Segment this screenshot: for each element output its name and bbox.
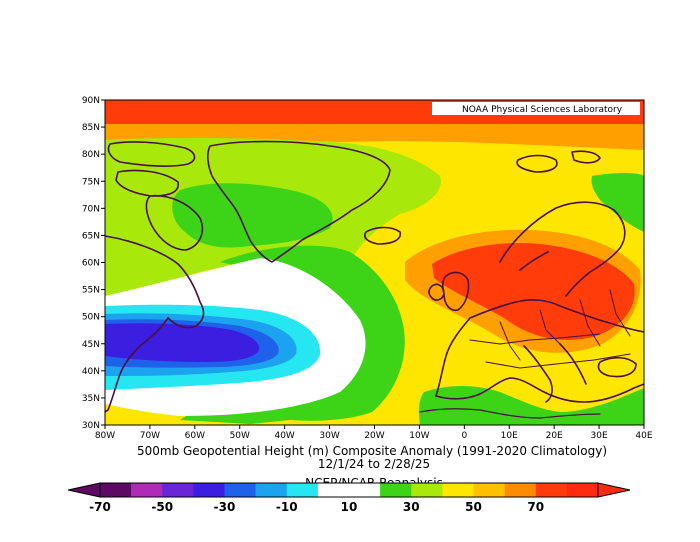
lon-label: 30W (319, 431, 339, 441)
map-panel (105, 100, 644, 425)
lat-label: 85N (82, 123, 100, 133)
colorbar-segment (100, 483, 132, 497)
colorbar-segment (473, 483, 505, 497)
colorbar-label: -70 (89, 500, 111, 514)
colorbar-label: 50 (465, 500, 482, 514)
lat-label: 45N (82, 340, 100, 350)
colorbar-label: -50 (151, 500, 173, 514)
colorbar-segment (566, 483, 599, 497)
lon-label: 20E (546, 431, 563, 441)
lat-label: 75N (82, 177, 100, 187)
anomaly-region-scandinavia-green (591, 173, 644, 232)
colorbar-segment (317, 483, 350, 497)
colorbar-segment (286, 483, 319, 497)
credit-text: NOAA Physical Sciences Laboratory (462, 105, 623, 115)
lon-label: 0 (461, 431, 467, 441)
colorbar-label: -30 (214, 500, 236, 514)
lat-label: 30N (82, 421, 100, 431)
lat-label: 35N (82, 394, 100, 404)
lon-label: 40E (635, 431, 652, 441)
colorbar-segment (255, 483, 288, 497)
lon-label: 10W (409, 431, 429, 441)
colorbar-segment (411, 483, 443, 497)
colorbar-label: 30 (403, 500, 420, 514)
colorbar-label: 10 (341, 500, 358, 514)
colorbar-frame (99, 482, 599, 498)
lat-label: 40N (82, 367, 100, 377)
longitude-axis: 80W 70W 60W 50W 40W 30W 20W 10W 0 10E 20E 30E 40E (95, 425, 653, 441)
colorbar-label: 70 (527, 500, 544, 514)
lon-label: 10E (501, 431, 518, 441)
colorbar-segment (380, 483, 412, 497)
colorbar-segment (131, 483, 163, 497)
anomaly-region-greenland-inner (172, 183, 333, 248)
lon-label: 70W (140, 431, 160, 441)
caption-title: 500mb Geopotential Height (m) Composite … (137, 444, 607, 458)
lat-label: 55N (82, 286, 100, 296)
latitude-axis: 90N 85N 80N 75N 70N 65N 60N 55N 50N 45N 40N 35N 30N (82, 96, 105, 431)
lon-label: 30E (591, 431, 608, 441)
lat-label: 65N (82, 231, 100, 241)
colorbar-segment (504, 483, 537, 497)
lat-label: 50N (82, 313, 100, 323)
lon-label: 40W (274, 431, 294, 441)
lat-label: 90N (82, 96, 100, 106)
anomaly-region-band-85 (105, 124, 644, 150)
lon-label: 80W (95, 431, 115, 441)
colorbar-segment (535, 483, 568, 497)
colorbar-segment (224, 483, 256, 497)
colorbar-segment (442, 483, 474, 497)
colorbar-segment (349, 483, 381, 497)
lat-label: 70N (82, 204, 100, 214)
lat-label: 80N (82, 150, 100, 160)
colorbar-high-arrow (597, 482, 631, 498)
lat-label: 60N (82, 259, 100, 269)
anomaly-region-europe-red (432, 242, 635, 340)
anomaly-region-trough-purple (105, 323, 260, 362)
colorbar (67, 482, 631, 498)
colorbar-low-arrow (67, 482, 101, 498)
colorbar-segment (162, 483, 194, 497)
credit-box: NOAA Physical Sciences Laboratory (432, 102, 640, 115)
lon-label: 20W (364, 431, 384, 441)
coastlines (105, 140, 644, 419)
lon-label: 50W (230, 431, 250, 441)
caption-date-range: 12/1/24 to 2/28/25 (318, 457, 430, 471)
colorbar-label: -10 (276, 500, 298, 514)
colorbar-segment (193, 483, 225, 497)
lon-label: 60W (185, 431, 205, 441)
colorbar-labels: -70 -50 -30 -10 10 30 50 70 (89, 500, 544, 514)
